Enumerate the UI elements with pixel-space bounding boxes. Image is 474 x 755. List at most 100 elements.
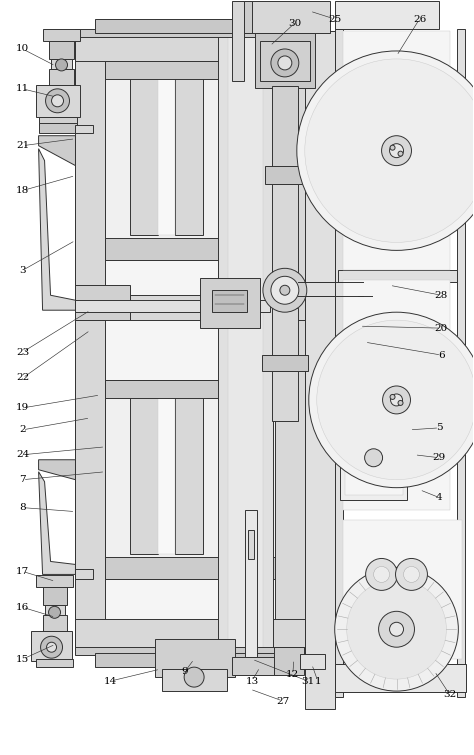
- Circle shape: [391, 394, 402, 406]
- Text: 11: 11: [16, 85, 29, 94]
- Text: 12: 12: [286, 670, 300, 679]
- Circle shape: [390, 622, 403, 636]
- Circle shape: [278, 56, 292, 70]
- Bar: [248, 529, 254, 559]
- Circle shape: [346, 579, 447, 679]
- Bar: [75, 619, 305, 649]
- Circle shape: [379, 612, 414, 647]
- Bar: [36, 575, 73, 587]
- Bar: [38, 123, 77, 133]
- Bar: [75, 31, 105, 649]
- Bar: [38, 117, 77, 125]
- Text: 27: 27: [276, 697, 290, 706]
- Bar: [343, 519, 462, 659]
- Text: 1: 1: [314, 676, 321, 686]
- Bar: [298, 282, 363, 296]
- Bar: [272, 308, 298, 358]
- Circle shape: [52, 95, 64, 106]
- Circle shape: [280, 285, 290, 295]
- Bar: [343, 31, 450, 270]
- Circle shape: [403, 566, 419, 582]
- Bar: [340, 415, 408, 500]
- Bar: [345, 420, 402, 495]
- Bar: [155, 639, 235, 677]
- Bar: [36, 659, 73, 667]
- Bar: [175, 76, 203, 236]
- Text: 16: 16: [16, 602, 29, 612]
- Bar: [272, 183, 298, 298]
- Bar: [75, 300, 270, 312]
- Bar: [175, 395, 203, 554]
- Bar: [130, 76, 158, 236]
- Circle shape: [390, 143, 403, 158]
- Bar: [200, 279, 260, 328]
- Bar: [36, 85, 81, 117]
- Bar: [105, 239, 275, 260]
- Bar: [158, 76, 175, 236]
- Bar: [43, 587, 66, 606]
- Bar: [48, 69, 74, 85]
- Text: 20: 20: [435, 324, 448, 333]
- Text: 32: 32: [443, 689, 456, 698]
- Bar: [75, 31, 305, 649]
- Bar: [75, 295, 305, 320]
- Bar: [358, 282, 372, 342]
- Text: 31: 31: [301, 676, 314, 686]
- Bar: [105, 61, 275, 79]
- Circle shape: [297, 51, 474, 251]
- Bar: [262, 355, 308, 371]
- Text: 21: 21: [16, 141, 29, 150]
- Bar: [343, 280, 450, 510]
- Circle shape: [48, 606, 61, 618]
- Polygon shape: [38, 472, 75, 575]
- Text: 24: 24: [16, 450, 29, 459]
- Text: 19: 19: [16, 403, 29, 412]
- Bar: [212, 290, 247, 312]
- Circle shape: [271, 276, 299, 304]
- Text: 26: 26: [413, 14, 426, 23]
- Circle shape: [365, 559, 398, 590]
- Bar: [244, 1, 252, 33]
- Circle shape: [374, 566, 390, 582]
- Bar: [218, 31, 273, 649]
- Bar: [43, 615, 66, 631]
- Text: 2: 2: [19, 425, 26, 434]
- Text: 28: 28: [435, 291, 448, 300]
- Text: 9: 9: [182, 667, 189, 676]
- Text: 3: 3: [19, 266, 26, 275]
- Bar: [232, 657, 277, 675]
- Bar: [337, 270, 457, 282]
- Text: 23: 23: [16, 347, 29, 356]
- Polygon shape: [38, 136, 75, 165]
- Circle shape: [395, 559, 428, 590]
- Bar: [51, 59, 73, 69]
- Bar: [162, 669, 227, 691]
- Bar: [272, 371, 298, 421]
- Bar: [457, 29, 465, 697]
- Bar: [272, 86, 298, 176]
- Bar: [105, 557, 275, 579]
- Circle shape: [382, 136, 411, 165]
- Text: 25: 25: [328, 14, 341, 23]
- Text: 13: 13: [246, 676, 259, 686]
- Circle shape: [365, 448, 383, 467]
- Text: 10: 10: [16, 45, 29, 54]
- Bar: [75, 29, 305, 37]
- Bar: [228, 31, 263, 649]
- Text: 18: 18: [16, 186, 29, 195]
- Bar: [75, 285, 130, 320]
- Text: 30: 30: [288, 19, 301, 27]
- Circle shape: [271, 49, 299, 77]
- Bar: [265, 165, 305, 183]
- Circle shape: [305, 59, 474, 242]
- Bar: [274, 647, 304, 675]
- Circle shape: [383, 386, 410, 414]
- Bar: [75, 125, 93, 133]
- Bar: [43, 29, 81, 41]
- Bar: [305, 31, 335, 709]
- Text: 17: 17: [16, 567, 29, 576]
- Circle shape: [398, 151, 403, 156]
- Bar: [105, 380, 275, 579]
- Circle shape: [46, 89, 70, 112]
- Text: 22: 22: [16, 374, 29, 383]
